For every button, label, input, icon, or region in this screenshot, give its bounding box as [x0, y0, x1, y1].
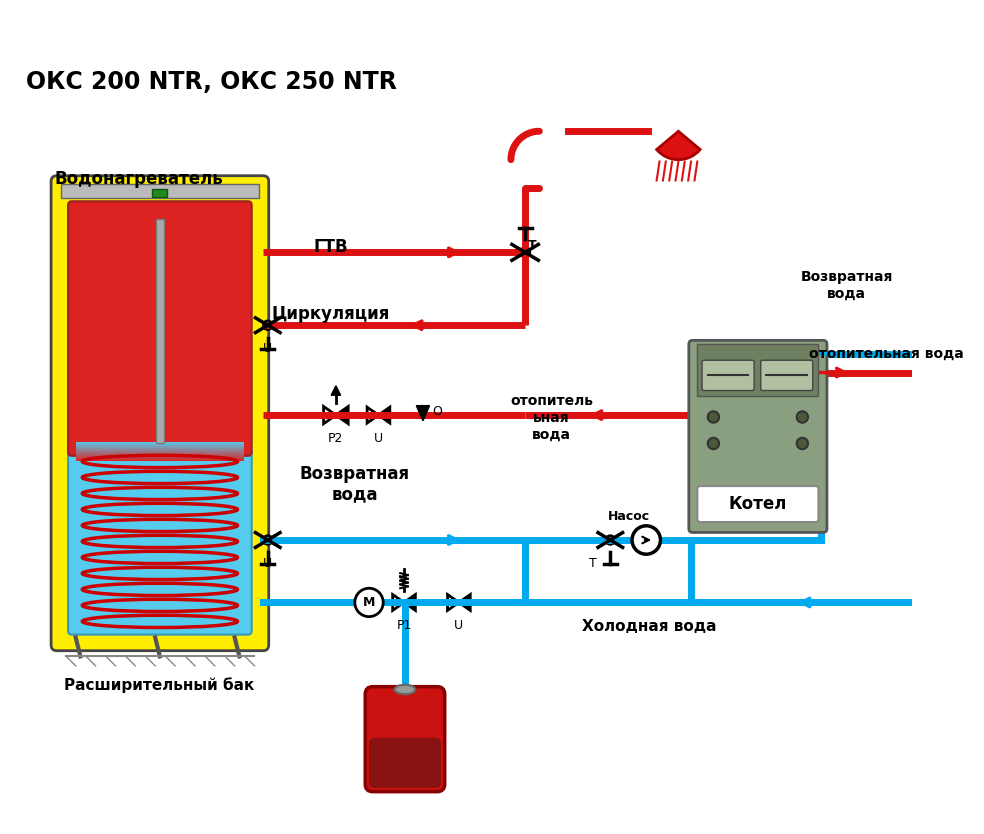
Text: ОКС 200 NTR, ОКС 250 NTR: ОКС 200 NTR, ОКС 250 NTR	[27, 70, 398, 93]
Bar	[76, 459, 244, 460]
Circle shape	[521, 248, 529, 257]
Bar	[153, 189, 167, 197]
Ellipse shape	[395, 685, 415, 694]
FancyBboxPatch shape	[369, 738, 441, 788]
Bar	[156, 219, 163, 443]
Text: Расширительный бак: Расширительный бак	[64, 677, 255, 692]
Bar	[76, 443, 244, 445]
FancyBboxPatch shape	[698, 486, 819, 522]
FancyBboxPatch shape	[702, 360, 754, 390]
Circle shape	[264, 321, 272, 329]
Text: отопительная вода: отопительная вода	[809, 347, 963, 360]
Bar	[76, 455, 244, 456]
Polygon shape	[332, 386, 340, 395]
Bar	[76, 451, 244, 453]
Text: Возвратная
вода: Возвратная вода	[801, 270, 893, 300]
Bar	[76, 456, 244, 458]
Text: P2: P2	[329, 432, 343, 445]
Circle shape	[797, 411, 808, 423]
FancyBboxPatch shape	[68, 448, 252, 635]
Bar	[76, 450, 244, 451]
Polygon shape	[367, 407, 379, 423]
Bar	[76, 447, 244, 448]
Ellipse shape	[377, 740, 433, 753]
Circle shape	[797, 438, 808, 450]
Bar	[76, 460, 244, 461]
Bar	[76, 444, 244, 445]
Bar	[76, 458, 244, 460]
Bar	[76, 450, 244, 452]
Text: Насос: Насос	[608, 510, 650, 523]
Bar	[76, 457, 244, 459]
Bar	[76, 448, 244, 450]
Bar	[698, 344, 819, 396]
Polygon shape	[416, 405, 430, 421]
Text: Котел: Котел	[729, 495, 787, 513]
Text: V: V	[399, 575, 407, 587]
Text: M: M	[363, 596, 375, 609]
Text: P1: P1	[397, 620, 411, 632]
Bar	[76, 455, 244, 457]
Bar	[76, 453, 244, 454]
Text: T: T	[589, 557, 597, 570]
FancyBboxPatch shape	[689, 340, 827, 532]
FancyBboxPatch shape	[68, 201, 252, 456]
Circle shape	[632, 525, 660, 555]
Text: U: U	[374, 432, 383, 445]
Polygon shape	[448, 595, 459, 610]
Wedge shape	[656, 131, 701, 159]
Text: Циркуляция: Циркуляция	[272, 305, 391, 323]
Bar	[76, 446, 244, 447]
Text: U: U	[263, 342, 273, 355]
Bar	[76, 454, 244, 455]
Polygon shape	[404, 595, 415, 610]
Text: Возвратная
вода: Возвратная вода	[300, 465, 410, 504]
FancyBboxPatch shape	[761, 360, 813, 390]
FancyBboxPatch shape	[51, 176, 269, 651]
Polygon shape	[393, 595, 404, 610]
Text: U: U	[455, 620, 463, 632]
Polygon shape	[336, 406, 348, 424]
Bar	[76, 445, 244, 446]
Text: отопитель
ьная
вода: отопитель ьная вода	[510, 394, 593, 442]
Text: Водонагреватель: Водонагреватель	[55, 170, 223, 188]
Bar	[76, 442, 244, 444]
Polygon shape	[459, 595, 470, 610]
Text: O: O	[432, 404, 442, 418]
Polygon shape	[324, 406, 336, 424]
Text: Холодная вода: Холодная вода	[582, 619, 716, 634]
FancyBboxPatch shape	[365, 686, 445, 791]
Circle shape	[264, 535, 272, 545]
Text: T: T	[528, 239, 536, 252]
Circle shape	[606, 535, 615, 545]
Text: U: U	[263, 557, 273, 570]
Polygon shape	[379, 407, 390, 423]
Text: ГТВ: ГТВ	[314, 238, 348, 256]
Bar	[76, 449, 244, 450]
Bar	[61, 184, 259, 198]
Circle shape	[707, 438, 719, 450]
Circle shape	[707, 411, 719, 423]
Circle shape	[355, 588, 383, 616]
